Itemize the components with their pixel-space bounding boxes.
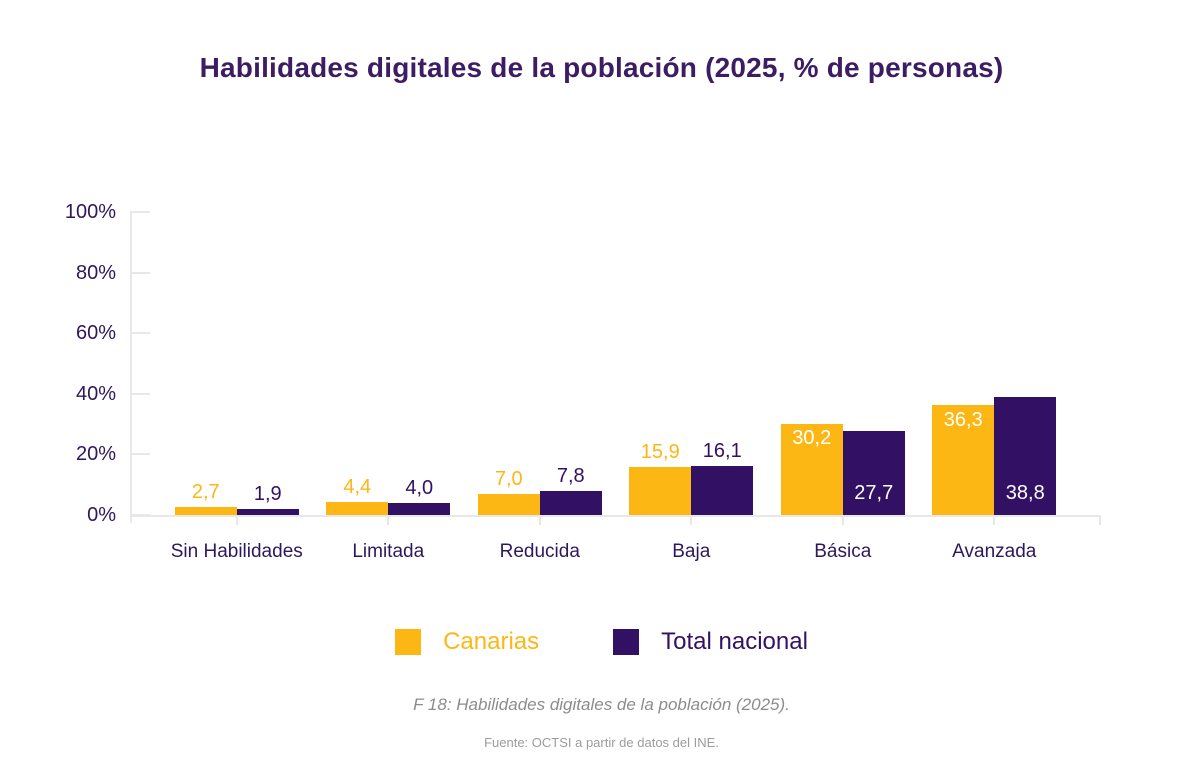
value-label: 4,0 xyxy=(405,476,434,499)
bar-group: 2,7 1,9 Sin Habilidades xyxy=(161,212,313,562)
y-tick-label: 20% xyxy=(75,443,116,466)
category-label-reducida: Reducida xyxy=(499,541,580,562)
category-tick xyxy=(841,515,844,525)
y-tick-mark xyxy=(130,514,150,516)
bar-group: 4,4 4,0 Limitada xyxy=(313,212,465,562)
x-axis-end-tick xyxy=(1099,515,1101,525)
bar-total-nacional xyxy=(539,491,602,515)
value-label: 36,3 xyxy=(943,409,983,431)
bar-total-nacional xyxy=(236,509,299,515)
category-tick xyxy=(387,515,390,525)
bar-canarias xyxy=(174,506,237,515)
y-tick-mark xyxy=(130,211,150,213)
y-tick-label: 0% xyxy=(87,504,116,526)
bar-group: 30,2 27,7 Básica xyxy=(767,212,919,562)
plot-area: 2,7 1,9 Sin Habilidades 4,4 4,0 Limitada 7,0 7,… xyxy=(65,201,1101,562)
value-label: 30,2 xyxy=(792,427,832,450)
bar-group: 36,3 38,8 Avanzada xyxy=(919,212,1071,562)
legend-label-canarias: Canarias xyxy=(443,628,540,655)
category-label-avanzada: Avanzada xyxy=(952,541,1037,562)
legend-swatch-total-nacional xyxy=(613,629,640,655)
value-label: 4,4 xyxy=(343,475,372,498)
category-label-limitada: Limitada xyxy=(352,541,425,562)
value-label: 15,9 xyxy=(640,440,680,463)
value-label: 16,1 xyxy=(702,440,742,463)
category-tick xyxy=(538,515,541,525)
y-tick-mark xyxy=(130,453,150,456)
bar-canarias xyxy=(629,466,692,515)
legend-label-total-nacional: Total nacional xyxy=(661,628,808,655)
legend: Canarias Total nacional xyxy=(0,629,1203,655)
value-label: 38,8 xyxy=(1005,482,1045,504)
legend-swatch-canarias xyxy=(395,629,422,655)
bar-total-nacional xyxy=(388,502,451,515)
value-label: 7,0 xyxy=(494,467,523,490)
y-tick-mark xyxy=(130,392,150,395)
category-tick xyxy=(690,515,693,525)
category-label-básica: Básica xyxy=(814,541,872,562)
value-label: 1,9 xyxy=(253,483,282,506)
bar-canarias xyxy=(326,501,389,515)
category-tick xyxy=(235,515,238,525)
y-tick-label: 80% xyxy=(75,261,116,284)
bar-canarias xyxy=(780,423,843,515)
y-tick-mark xyxy=(130,271,150,274)
bar-group: 7,0 7,8 Reducida xyxy=(464,212,616,562)
y-tick-mark xyxy=(130,332,150,335)
bar-total-nacional xyxy=(842,431,905,515)
y-tick-label: 60% xyxy=(75,322,116,345)
category-tick xyxy=(993,515,996,525)
y-tick-label: 40% xyxy=(75,382,116,405)
chart-title: Habilidades digitales de la población (2… xyxy=(199,52,1004,83)
bar-total-nacional xyxy=(691,466,754,515)
legend-item-canarias: Canarias xyxy=(395,629,539,655)
value-label: 7,8 xyxy=(556,465,585,488)
bar-canarias xyxy=(932,405,995,515)
legend-item-total-nacional: Total nacional xyxy=(613,629,808,655)
category-label-baja: Baja xyxy=(672,541,711,562)
x-axis-line xyxy=(130,515,1101,517)
bar-total-nacional xyxy=(994,397,1057,515)
y-tick-label: 100% xyxy=(64,201,116,223)
bar-canarias xyxy=(477,493,540,515)
value-label: 2,7 xyxy=(191,480,220,503)
source-note: Fuente: OCTSI a partir de datos del INE. xyxy=(484,735,719,750)
y-axis-line xyxy=(130,212,132,523)
value-label: 27,7 xyxy=(854,482,894,504)
bar-group: 15,9 16,1 Baja xyxy=(616,212,768,562)
figure-caption: F 18: Habilidades digitales de la poblac… xyxy=(413,695,790,714)
category-label-sin-habilidades: Sin Habilidades xyxy=(170,541,303,562)
bar-groups: 2,7 1,9 Sin Habilidades 4,4 4,0 Limitada 7,0 7,… xyxy=(130,212,1101,562)
